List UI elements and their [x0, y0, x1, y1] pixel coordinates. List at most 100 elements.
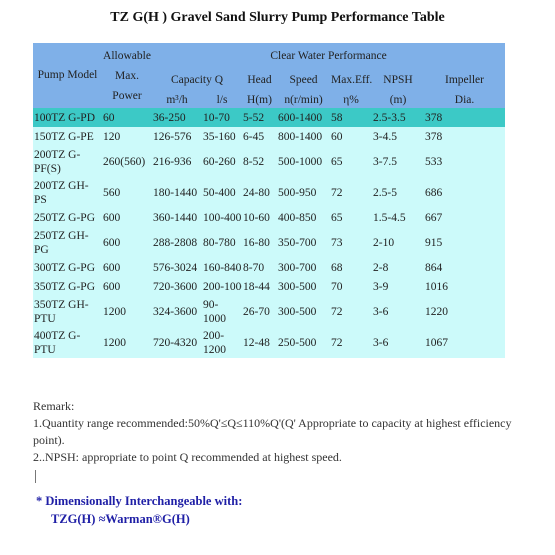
header-max-eff: Max.Eff.: [330, 69, 372, 91]
header-allowable-power: Allowable Max. Power: [102, 43, 152, 108]
cell-power: 560: [102, 177, 152, 208]
header-speed: Speed: [277, 69, 330, 91]
cell-eff: 65: [330, 146, 372, 177]
cell-dia: 864: [424, 258, 506, 277]
cell-capacity-ls: 90-1000: [202, 296, 242, 327]
cell-head: 12-48: [242, 327, 277, 358]
cell-head: 16-80: [242, 227, 277, 258]
cell-capacity-ls: 35-160: [202, 127, 242, 146]
cell-dia: 667: [424, 208, 506, 227]
header-head: Head: [242, 69, 277, 91]
cell-npsh: 3-9: [372, 277, 424, 296]
cell-capacity-ls: 200-1200: [202, 327, 242, 358]
remark-heading: Remark:: [33, 399, 75, 413]
table-row: 350TZ G-PG 600 720-3600 200-1000 18-44 3…: [33, 277, 506, 296]
cell-eff: 60: [330, 127, 372, 146]
interchange-section: * Dimensionally Interchangeable with: TZ…: [36, 492, 242, 528]
cell-speed: 500-1000: [277, 146, 330, 177]
cell-eff: 70: [330, 277, 372, 296]
cell-capacity-m3h: 180-1440: [152, 177, 202, 208]
cell-power: 120: [102, 127, 152, 146]
cell-speed: 400-850: [277, 208, 330, 227]
cell-model: 200TZ G-PF(S): [33, 146, 102, 177]
cell-head: 24-80: [242, 177, 277, 208]
cell-power: 1200: [102, 327, 152, 358]
cell-capacity-m3h: 216-936: [152, 146, 202, 177]
cell-capacity-ls: 200-1000: [202, 277, 242, 296]
cell-capacity-m3h: 720-4320: [152, 327, 202, 358]
cell-eff: 58: [330, 108, 372, 127]
cell-capacity-m3h: 576-3024: [152, 258, 202, 277]
cell-speed: 300-700: [277, 258, 330, 277]
cell-power: 60: [102, 108, 152, 127]
cell-eff: 72: [330, 177, 372, 208]
cell-model: 150TZ G-PE: [33, 127, 102, 146]
cell-capacity-ls: 60-260: [202, 146, 242, 177]
cell-capacity-m3h: 324-3600: [152, 296, 202, 327]
cell-dia: 915: [424, 227, 506, 258]
table-body: 100TZ G-PD 60 36-250 10-70 5-52 600-1400…: [33, 108, 506, 358]
cell-model: 350TZ GH-PTU: [33, 296, 102, 327]
table-row: 200TZ G-PF(S) 260(560) 216-936 60-260 8-…: [33, 146, 506, 177]
cell-speed: 800-1400: [277, 127, 330, 146]
cell-model: 400TZ G-PTU: [33, 327, 102, 358]
cell-capacity-ls: 80-780: [202, 227, 242, 258]
remark-note-2: 2..NPSH: appropriate to point Q recommen…: [33, 450, 342, 464]
cell-model: 200TZ GH-PS: [33, 177, 102, 208]
cell-model: 350TZ G-PG: [33, 277, 102, 296]
cell-eff: 68: [330, 258, 372, 277]
cell-npsh: 2.5-3.5: [372, 108, 424, 127]
header-unit-eff: η%: [330, 91, 372, 108]
cell-speed: 500-950: [277, 177, 330, 208]
cell-model: 100TZ G-PD: [33, 108, 102, 127]
header-pump-model: Pump Model: [33, 43, 102, 108]
text-cursor: [35, 470, 36, 483]
cell-power: 1200: [102, 296, 152, 327]
cell-npsh: 3-6: [372, 296, 424, 327]
performance-table: Pump Model Allowable Max. Power Clear Wa…: [33, 43, 506, 358]
cell-npsh: 2-8: [372, 258, 424, 277]
cell-capacity-m3h: 36-250: [152, 108, 202, 127]
table-row: 200TZ GH-PS 560 180-1440 50-400 24-80 50…: [33, 177, 506, 208]
cell-head: 10-60: [242, 208, 277, 227]
cell-eff: 72: [330, 327, 372, 358]
cell-dia: 1220: [424, 296, 506, 327]
cell-power: 260(560): [102, 146, 152, 177]
header-unit-m3h: m³/h: [152, 91, 202, 108]
cell-capacity-ls: 10-70: [202, 108, 242, 127]
cell-capacity-ls: 160-840: [202, 258, 242, 277]
cell-capacity-ls: 100-400: [202, 208, 242, 227]
header-clear-water: Clear Water Performance: [152, 43, 506, 69]
header-impeller: Impeller: [424, 69, 506, 91]
cell-dia: 378: [424, 127, 506, 146]
header-unit-ls: l/s: [202, 91, 242, 108]
cell-head: 8-70: [242, 258, 277, 277]
cell-head: 8-52: [242, 146, 277, 177]
cell-eff: 65: [330, 208, 372, 227]
cell-model: 300TZ G-PG: [33, 258, 102, 277]
cell-capacity-m3h: 360-1440: [152, 208, 202, 227]
cell-speed: 300-500: [277, 296, 330, 327]
cell-capacity-ls: 50-400: [202, 177, 242, 208]
cell-speed: 600-1400: [277, 108, 330, 127]
cell-speed: 250-500: [277, 327, 330, 358]
cell-npsh: 2-10: [372, 227, 424, 258]
cell-model: 250TZ GH-PG: [33, 227, 102, 258]
cell-model: 250TZ G-PG: [33, 208, 102, 227]
remarks-section: Remark: 1.Quantity range recommended:50%…: [33, 398, 543, 485]
cell-dia: 378: [424, 108, 506, 127]
cell-speed: 300-500: [277, 277, 330, 296]
cell-npsh: 3-6: [372, 327, 424, 358]
header-npsh: NPSH: [372, 69, 424, 91]
interchange-heading: * Dimensionally Interchangeable with:: [36, 494, 243, 508]
remark-note-1: 1.Quantity range recommended:50%Q'≤Q≤110…: [33, 416, 512, 447]
interchange-models: TZG(H) ≈Warman®G(H): [51, 512, 190, 526]
table-row: 150TZ G-PE 120 126-576 35-160 6-45 800-1…: [33, 127, 506, 146]
cell-dia: 686: [424, 177, 506, 208]
cell-head: 5-52: [242, 108, 277, 127]
table-row: 350TZ GH-PTU 1200 324-3600 90-1000 26-70…: [33, 296, 506, 327]
header-unit-head: H(m): [242, 91, 277, 108]
cell-dia: 1016: [424, 277, 506, 296]
cell-capacity-m3h: 288-2808: [152, 227, 202, 258]
cell-head: 26-70: [242, 296, 277, 327]
